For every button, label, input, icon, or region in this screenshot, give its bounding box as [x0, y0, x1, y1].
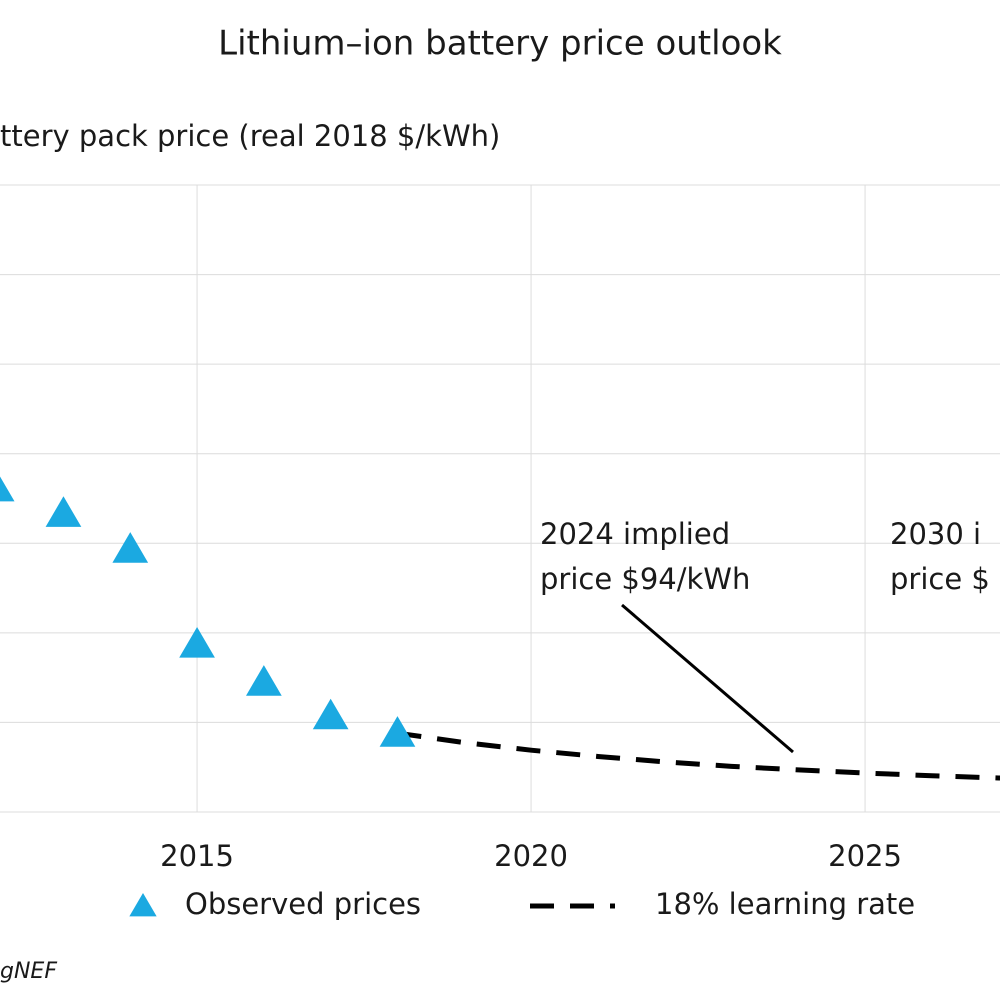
data-point [246, 665, 282, 696]
legend-label: Observed prices [185, 887, 421, 921]
annotation: 2030 i [890, 517, 981, 551]
annotation: price $ [890, 562, 990, 596]
annotation: 2024 implied [540, 517, 730, 551]
x-tick-label: 2015 [160, 839, 234, 873]
data-point [179, 627, 215, 658]
data-point [0, 476, 15, 502]
line [397, 730, 1000, 781]
data-point [379, 716, 416, 747]
grid: 2015 2020 2025 [0, 184, 1000, 873]
legend-label: 18% learning rate [655, 887, 915, 921]
annotation: price $94/kWh [540, 562, 750, 596]
source: gNEF [0, 959, 57, 984]
annotation-pointer [621, 603, 794, 754]
x-tick-label: 2020 [494, 839, 568, 873]
x-tick-label: 2025 [828, 839, 902, 873]
legend: Observed prices 18% learning rate [129, 887, 915, 921]
chart-title: Lithium–ion battery price outlook [218, 24, 782, 64]
chart-subtitle: ttery pack price (real 2018 $/kWh) [0, 119, 500, 153]
data-point [312, 698, 349, 730]
data-point [112, 532, 149, 563]
data-point [45, 496, 82, 527]
plot-area [0, 476, 1000, 781]
legend-marker [129, 893, 157, 917]
